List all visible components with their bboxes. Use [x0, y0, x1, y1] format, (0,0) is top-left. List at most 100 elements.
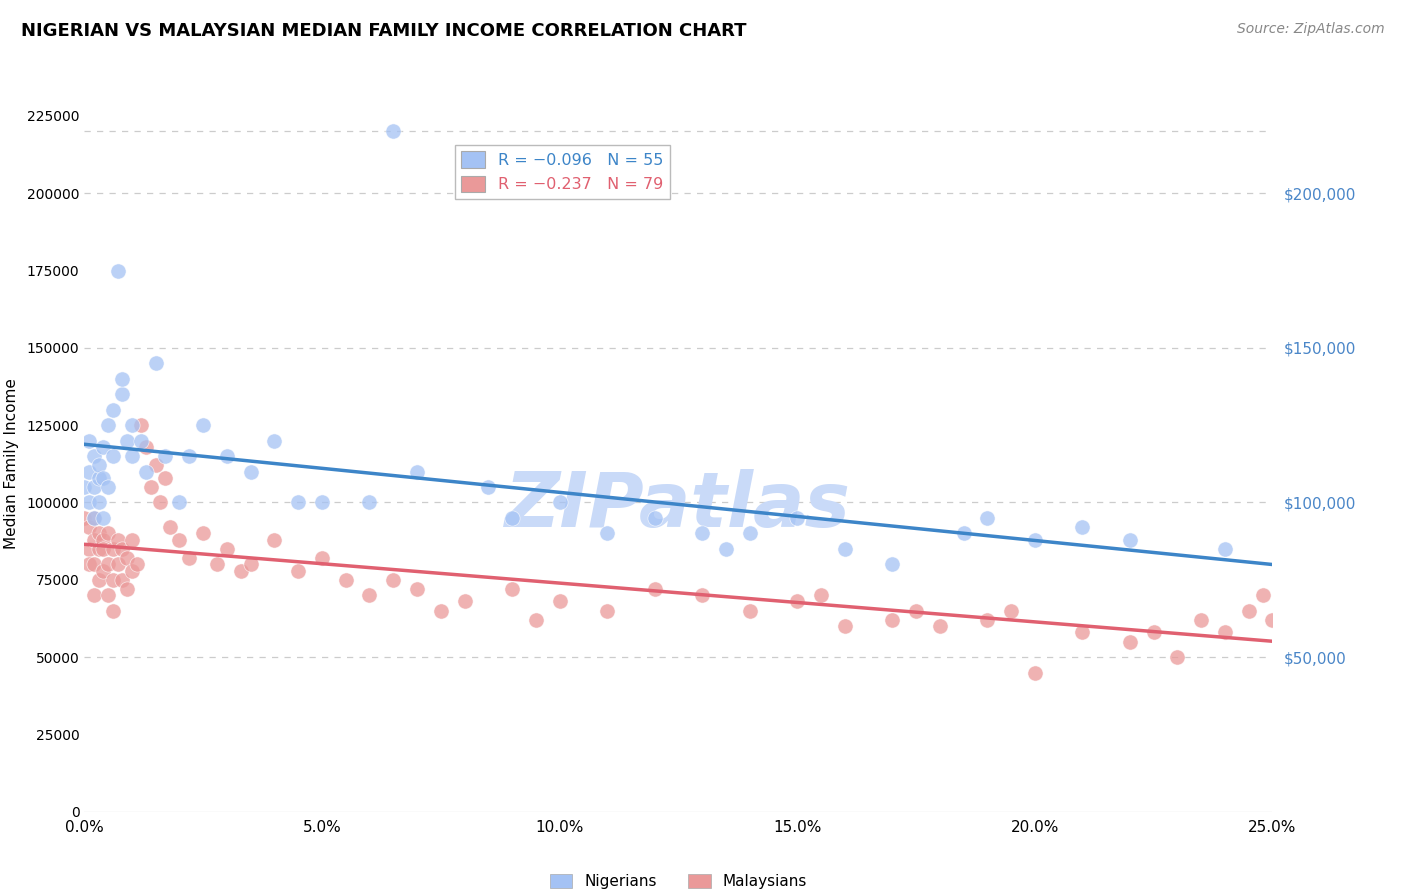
Point [1119, 634, 1142, 648]
Point [87, 471, 110, 485]
Point [101, 573, 124, 587]
Point [690, 526, 713, 541]
Point [115, 582, 138, 596]
Point [111, 573, 134, 587]
Point [1024, 665, 1046, 680]
Point [135, 465, 157, 479]
Point [101, 541, 124, 556]
Point [1285, 610, 1308, 624]
Point [73, 480, 96, 494]
Point [453, 594, 475, 608]
Point [1261, 613, 1284, 627]
Point [406, 465, 429, 479]
Point [1213, 541, 1236, 556]
Point [97, 418, 120, 433]
Point [101, 604, 124, 618]
Point [1119, 533, 1142, 547]
Point [1189, 613, 1212, 627]
Point [1071, 625, 1094, 640]
Point [215, 541, 238, 556]
Point [115, 551, 138, 566]
Point [239, 558, 262, 572]
Point [107, 558, 129, 572]
Point [501, 582, 523, 596]
Point [501, 511, 523, 525]
Point [107, 263, 129, 277]
Point [644, 511, 666, 525]
Point [135, 440, 157, 454]
Point [77, 541, 100, 556]
Point [191, 526, 215, 541]
Point [596, 526, 619, 541]
Point [335, 573, 357, 587]
Point [177, 449, 200, 463]
Point [882, 558, 904, 572]
Point [905, 604, 928, 618]
Point [83, 533, 105, 547]
Point [1251, 588, 1274, 602]
Point [359, 588, 381, 602]
Point [524, 613, 547, 627]
Point [596, 604, 619, 618]
Point [1000, 604, 1022, 618]
Point [952, 526, 974, 541]
Point [93, 440, 115, 454]
Point [548, 594, 571, 608]
Y-axis label: Median Family Income: Median Family Income [4, 378, 18, 549]
Point [97, 526, 120, 541]
Point [131, 418, 153, 433]
Point [1166, 650, 1188, 665]
Point [97, 588, 120, 602]
Point [111, 541, 134, 556]
Point [93, 511, 115, 525]
Point [87, 541, 110, 556]
Point [101, 402, 124, 417]
Text: ZIPatlas: ZIPatlas [505, 468, 852, 542]
Point [73, 511, 96, 525]
Point [1024, 533, 1046, 547]
Point [311, 551, 333, 566]
Point [690, 588, 713, 602]
Point [93, 533, 115, 547]
Point [287, 495, 309, 509]
Point [263, 533, 285, 547]
Point [928, 619, 950, 633]
Point [125, 558, 148, 572]
Point [382, 124, 405, 138]
Point [177, 551, 200, 566]
Point [121, 449, 143, 463]
Point [263, 434, 285, 448]
Point [1213, 625, 1236, 640]
Point [111, 372, 134, 386]
Point [111, 387, 134, 401]
Point [83, 449, 105, 463]
Point [83, 480, 105, 494]
Text: Source: ZipAtlas.com: Source: ZipAtlas.com [1237, 22, 1385, 37]
Point [382, 573, 405, 587]
Point [93, 541, 115, 556]
Point [83, 511, 105, 525]
Point [77, 558, 100, 572]
Point [131, 434, 153, 448]
Point [77, 465, 100, 479]
Point [548, 495, 571, 509]
Text: NIGERIAN VS MALAYSIAN MEDIAN FAMILY INCOME CORRELATION CHART: NIGERIAN VS MALAYSIAN MEDIAN FAMILY INCO… [21, 22, 747, 40]
Point [97, 480, 120, 494]
Point [83, 558, 105, 572]
Point [121, 418, 143, 433]
Point [115, 434, 138, 448]
Point [311, 495, 333, 509]
Point [139, 480, 162, 494]
Point [976, 613, 998, 627]
Point [810, 588, 832, 602]
Point [169, 495, 191, 509]
Point [359, 495, 381, 509]
Point [107, 533, 129, 547]
Point [834, 619, 856, 633]
Point [786, 511, 808, 525]
Point [97, 558, 120, 572]
Point [287, 564, 309, 578]
Point [77, 495, 100, 509]
Legend: Nigerians, Malaysians: Nigerians, Malaysians [544, 868, 813, 892]
Point [406, 582, 429, 596]
